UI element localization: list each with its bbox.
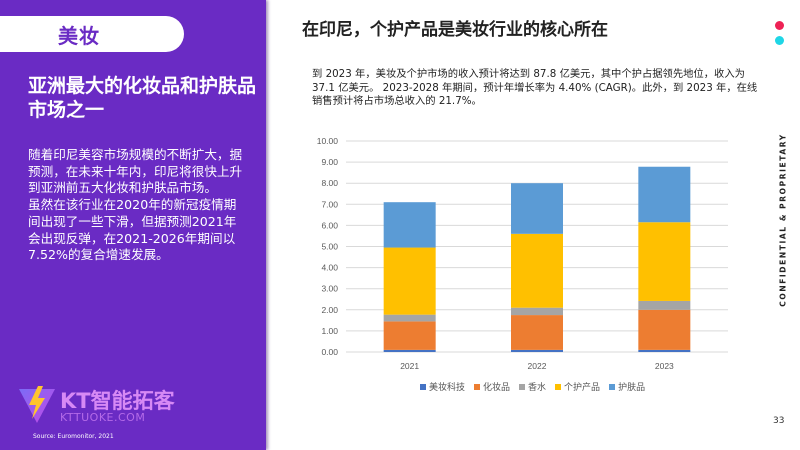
- y-tick-label: 10.00: [317, 136, 339, 146]
- bar-segment: [511, 233, 563, 308]
- bar-segment: [638, 309, 691, 350]
- legend-label: 化妆品: [483, 383, 511, 393]
- logo-bolt-icon: [19, 386, 55, 423]
- chart-legend: 美妆科技 化妆品 香水 个护产品 护肤品: [420, 380, 645, 393]
- logo: KT智能拓客 KTTUOKE.COM: [18, 385, 188, 429]
- bar-segment: [638, 166, 691, 223]
- bar-segment: [383, 314, 436, 322]
- confidential-label: CONFIDENTIAL & PROPRIETARY: [778, 133, 788, 307]
- bar-segment: [638, 300, 691, 310]
- bar-segment: [383, 321, 436, 350]
- y-tick-label: 6.00: [321, 220, 338, 230]
- sidebar-panel: 美妆 亚洲最大的化妆品和护肤品市场之一 随着印尼美容市场规模的不断扩大，据预测，…: [0, 0, 266, 450]
- category-tag: 美妆: [0, 16, 184, 52]
- legend-label: 护肤品: [618, 383, 646, 393]
- bar-segment: [511, 307, 563, 316]
- legend-swatch: [420, 383, 426, 390]
- bar-segment: [511, 349, 563, 352]
- x-tick-label: 2021: [400, 361, 419, 371]
- red-dot-icon: [775, 21, 784, 30]
- legend-item: 香水: [519, 380, 546, 393]
- y-tick-label: 8.00: [321, 178, 338, 188]
- y-tick-label: 9.00: [321, 157, 338, 167]
- y-tick-label: 0.00: [321, 347, 338, 357]
- cyan-dot-icon: [775, 36, 784, 45]
- y-tick-label: 5.00: [321, 242, 338, 252]
- logo-url: KTTUOKE.COM: [60, 411, 146, 424]
- legend-swatch: [474, 383, 481, 390]
- source-note: Source: Euromonitor, 2021: [33, 433, 114, 440]
- legend-item: 美妆科技: [420, 380, 465, 393]
- legend-swatch: [519, 383, 526, 390]
- x-tick-label: 2023: [655, 361, 674, 371]
- bar-segment: [638, 222, 691, 301]
- page-number: 33: [773, 416, 785, 426]
- description-text: 到 2023 年，美妆及个护市场的收入预计将达到 87.8 亿美元，其中个护占据…: [312, 68, 758, 107]
- legend-label: 香水: [528, 383, 547, 393]
- legend-label: 美妆科技: [429, 383, 466, 393]
- y-tick-label: 7.00: [321, 199, 338, 209]
- legend-item: 个护产品: [555, 380, 600, 393]
- y-tick-label: 4.00: [321, 263, 338, 273]
- bar-segment: [383, 247, 436, 315]
- sidebar-body: 随着印尼美容市场规模的不断扩大，据预测，在未来十年内，印尼将很快上升到亚洲前五大…: [28, 147, 246, 264]
- y-tick-label: 1.00: [321, 326, 338, 336]
- legend-item: 护肤品: [609, 380, 645, 393]
- y-tick-label: 3.00: [321, 284, 338, 294]
- x-tick-label: 2022: [528, 361, 547, 371]
- legend-label: 个护产品: [564, 383, 601, 393]
- page-title: 在印尼，个护产品是美妆行业的核心所在: [302, 20, 608, 40]
- legend-swatch: [555, 383, 562, 390]
- y-tick-label: 2.00: [321, 305, 338, 315]
- bar-segment: [383, 349, 436, 352]
- bar-segment: [383, 202, 436, 248]
- legend-swatch: [609, 383, 616, 390]
- bar-segment: [511, 183, 563, 234]
- stacked-bar-chart: 0.00 1.00 2.00 3.00 4.00 5.00 6.00 7.00 8.00 9.00…: [317, 136, 728, 371]
- legend-item: 化妆品: [474, 380, 510, 393]
- sidebar-title: 亚洲最大的化妆品和护肤品市场之一: [28, 75, 257, 121]
- bar-segment: [638, 349, 691, 352]
- sidebar-paragraph: 虽然在该行业在2020年的新冠疫情期间出现了一些下滑，但据预测2021年会出现反…: [28, 197, 237, 263]
- bar-segment: [511, 315, 563, 350]
- category-tag-label: 美妆: [58, 24, 100, 48]
- logo-text: KT智能拓客: [60, 389, 175, 413]
- sidebar-paragraph: 随着印尼美容市场规模的不断扩大，据预测，在未来十年内，印尼将很快上升到亚洲前五大…: [28, 147, 243, 196]
